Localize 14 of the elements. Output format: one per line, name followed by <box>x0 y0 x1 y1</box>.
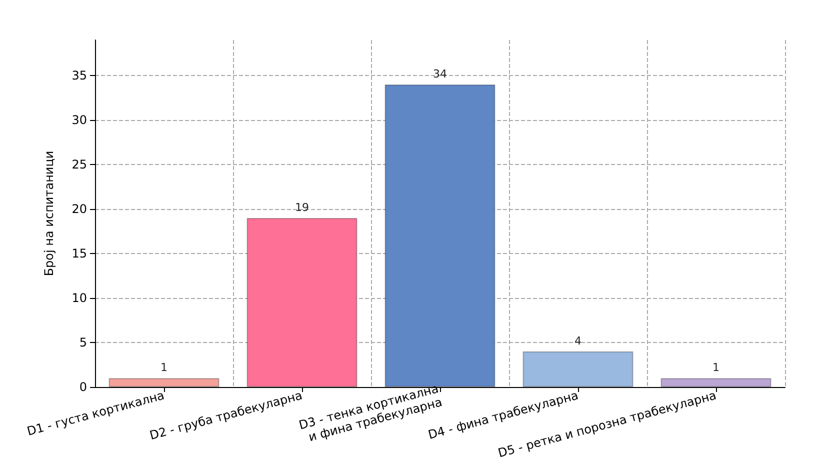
data-label: 34 <box>433 67 447 80</box>
y-axis-title: Број на испитаници <box>42 150 56 276</box>
y-tick-label: 10 <box>72 291 87 306</box>
data-label: 1 <box>160 361 168 374</box>
data-label: 19 <box>295 200 309 214</box>
y-tick-label: 5 <box>79 336 87 350</box>
y-tick-label: 35 <box>72 68 87 83</box>
y-tick-label: 20 <box>72 202 87 216</box>
y-tick-label: 15 <box>72 246 87 261</box>
data-label: 4 <box>574 334 582 348</box>
y-tick-label: 25 <box>72 158 87 172</box>
y-tick-label: 0 <box>79 380 87 394</box>
data-label: 1 <box>712 361 720 374</box>
y-tick-label: 30 <box>72 113 87 128</box>
